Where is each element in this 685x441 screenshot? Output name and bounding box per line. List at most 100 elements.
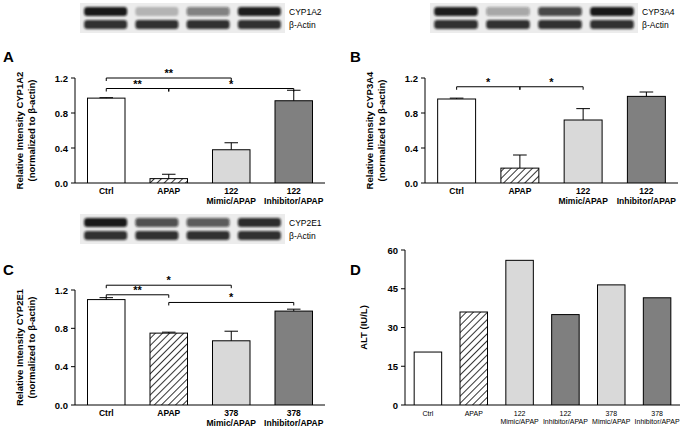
- x-tick-label-line: APAP: [465, 410, 483, 417]
- x-tick-label-line: Ctrl: [99, 408, 114, 418]
- error-bar: [576, 109, 590, 120]
- error-bar: [640, 92, 654, 96]
- x-tick-label: 122Inhibitor/APAP: [617, 186, 677, 206]
- bar: [552, 315, 580, 405]
- x-tick-label: Ctrl: [422, 410, 433, 417]
- bar: [564, 120, 602, 183]
- blot-band: [84, 7, 127, 16]
- figure: ACYP1A2β-Actin0.00.40.81.2Relative Inten…: [0, 0, 685, 441]
- blot-label: β-Actin: [289, 231, 316, 241]
- panel-letter: D: [350, 261, 361, 278]
- y-tick-label: 1.2: [55, 285, 68, 296]
- blot-background: [80, 3, 285, 33]
- x-tick-label: Ctrl: [99, 408, 114, 418]
- y-axis-title: Relative Intensity CYP2E1: [14, 288, 25, 406]
- y-tick-label: 0.8: [55, 108, 68, 119]
- x-tick-label: APAP: [157, 186, 180, 196]
- y-tick: [401, 288, 405, 289]
- x-tick-label-line: 378: [287, 408, 301, 418]
- y-tick-label: 0.0: [55, 178, 68, 189]
- error-bar: [225, 331, 239, 341]
- x-tick-label: APAP: [508, 186, 531, 196]
- bar: [414, 352, 442, 405]
- y-axis: [425, 78, 426, 183]
- error-bar: [162, 174, 176, 178]
- x-tick-label: 378Inhibitor/APAP: [264, 408, 324, 428]
- y-tick: [421, 183, 425, 184]
- panel-letter: C: [3, 261, 14, 278]
- y-tick: [71, 405, 75, 406]
- x-tick-label-line: Ctrl: [422, 410, 433, 417]
- blot-band: [486, 7, 530, 16]
- y-tick-label: 30: [387, 322, 398, 333]
- blot-band: [238, 20, 281, 29]
- error-bar: [162, 332, 176, 334]
- blot-band: [135, 218, 178, 227]
- marks: [438, 92, 666, 183]
- x-tick-label: 122Inhibitor/APAP: [543, 410, 588, 425]
- x-axis: [405, 405, 680, 406]
- blot-label: CYP2E1: [289, 218, 322, 228]
- significance-label: **: [164, 67, 173, 79]
- y-axis-title: ALT (IU/L): [358, 305, 369, 350]
- blot-band: [84, 218, 127, 227]
- blot-band: [590, 7, 634, 16]
- bar: [150, 179, 188, 183]
- blot-band: [434, 7, 478, 16]
- y-tick: [71, 290, 75, 291]
- bar: [150, 333, 188, 405]
- y-tick: [71, 328, 75, 329]
- x-tick-label-line: Inhibitor/APAP: [543, 418, 588, 425]
- x-tick-label-line: Inhibitor/APAP: [264, 418, 324, 428]
- x-tick-label-line: 378: [651, 410, 663, 417]
- x-tick-label-line: Mimic/APAP: [500, 418, 539, 425]
- x-tick-label-line: 378: [605, 410, 617, 417]
- y-tick-label: 0.0: [405, 178, 418, 189]
- marks: [414, 260, 671, 405]
- x-tick-label-line: Inhibitor/APAP: [264, 196, 324, 206]
- x-tick-label-line: 122: [514, 410, 526, 417]
- x-tick-label-line: APAP: [157, 408, 180, 418]
- y-axis-title: Relative Intensity CYP3A4: [364, 71, 375, 189]
- bar: [460, 312, 488, 405]
- y-tick-label: 45: [387, 283, 398, 294]
- x-tick-label: APAP: [465, 410, 483, 417]
- bar: [213, 150, 251, 183]
- y-tick-label: 0: [393, 400, 398, 411]
- blot-label: β-Actin: [642, 20, 669, 30]
- bar: [627, 96, 665, 183]
- y-tick-label: 0.4: [55, 361, 69, 372]
- significance-label: **: [133, 78, 142, 90]
- x-tick-label-line: Mimic/APAP: [558, 196, 608, 206]
- blot-band: [84, 20, 127, 29]
- x-tick-label-line: 122: [560, 410, 572, 417]
- blot-band: [238, 7, 281, 16]
- x-tick-label: 378Inhibitor/APAP: [635, 410, 680, 425]
- y-tick: [71, 148, 75, 149]
- bar: [88, 98, 126, 183]
- marks: [88, 298, 313, 405]
- y-tick-label: 60: [387, 245, 398, 256]
- significance-label: *: [486, 76, 491, 88]
- blot-background: [80, 214, 285, 244]
- x-tick-label-line: Ctrl: [99, 186, 114, 196]
- significance-label: *: [549, 76, 554, 88]
- blot-band: [238, 231, 281, 240]
- blot: CYP3A4β-Actin: [430, 3, 675, 33]
- y-tick: [421, 148, 425, 149]
- blot-band: [238, 218, 281, 227]
- blot-band: [538, 7, 582, 16]
- error-bar: [100, 97, 114, 98]
- y-tick-label: 1.2: [55, 73, 68, 84]
- panel: D015304560ALT (IU/L)CtrlAPAP122Mimic/APA…: [350, 245, 680, 426]
- panel-letter: B: [350, 48, 361, 65]
- marks: [88, 90, 313, 183]
- x-tick-label: Ctrl: [99, 186, 114, 196]
- blot: CYP2E1 β-Actin: [80, 214, 322, 244]
- error-bar: [513, 155, 527, 168]
- x-tick-label-line: Inhibitor/APAP: [617, 196, 677, 206]
- y-tick-label: 1.2: [405, 73, 418, 84]
- y-tick: [401, 366, 405, 367]
- bar: [506, 260, 534, 405]
- x-tick-label-line: 122: [639, 186, 653, 196]
